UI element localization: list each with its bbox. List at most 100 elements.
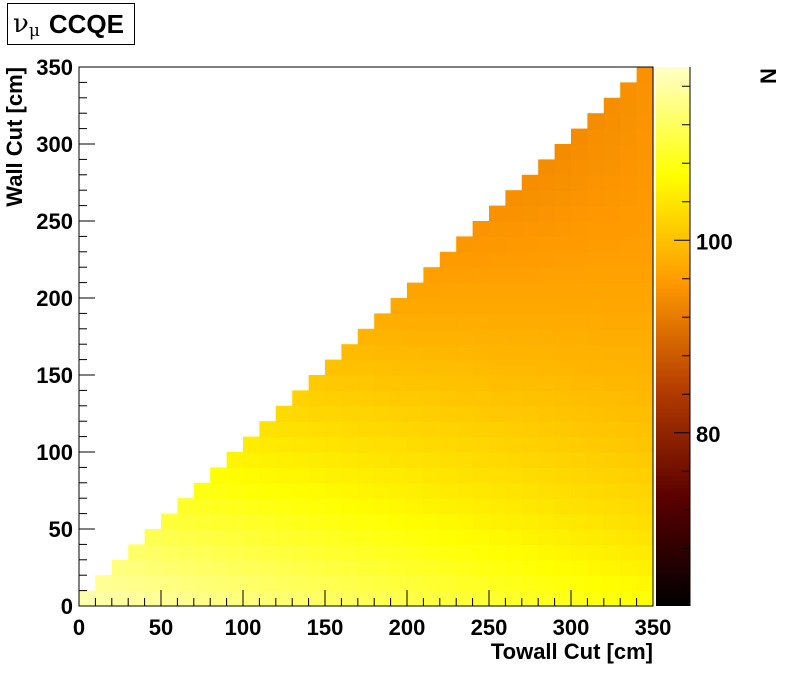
heatmap-cell bbox=[505, 313, 523, 330]
heatmap-cell bbox=[79, 590, 96, 607]
heatmap-cell bbox=[308, 467, 326, 484]
heatmap-cell bbox=[505, 467, 523, 484]
heatmap-cell bbox=[489, 267, 506, 284]
x-tick-label: 300 bbox=[553, 615, 590, 640]
heatmap-cell bbox=[456, 251, 474, 268]
heatmap-cell bbox=[571, 390, 588, 407]
heatmap-cell bbox=[489, 544, 506, 561]
heatmap-cell bbox=[275, 529, 293, 545]
heatmap-cell bbox=[603, 590, 621, 607]
heatmap-cell bbox=[489, 344, 506, 361]
heatmap-cell bbox=[325, 498, 342, 515]
heatmap-cell bbox=[571, 144, 588, 160]
heatmap-cell bbox=[292, 467, 310, 484]
heatmap-cell bbox=[571, 328, 588, 345]
heatmap-cell bbox=[505, 344, 523, 361]
z-tick-label: 80 bbox=[696, 422, 720, 447]
heatmap-cell bbox=[357, 421, 375, 438]
heatmap-cell bbox=[489, 313, 506, 330]
heatmap-cell bbox=[505, 328, 523, 345]
heatmap-cell bbox=[554, 144, 572, 160]
heatmap-cell bbox=[407, 529, 424, 545]
heatmap-cell bbox=[243, 513, 260, 530]
heatmap-cell bbox=[357, 575, 375, 592]
heatmap-cell bbox=[275, 559, 293, 576]
heatmap-cell bbox=[587, 267, 605, 284]
heatmap-cell bbox=[554, 159, 572, 176]
heatmap-cell bbox=[587, 405, 605, 422]
heatmap-cell bbox=[538, 313, 556, 330]
heatmap-cell bbox=[521, 205, 539, 222]
heatmap-cell bbox=[374, 452, 392, 468]
heatmap-cell bbox=[571, 590, 588, 607]
heatmap-cell bbox=[259, 421, 277, 438]
heatmap-cell bbox=[374, 436, 392, 453]
heatmap-cell bbox=[325, 405, 342, 422]
heatmap-cell bbox=[259, 544, 277, 561]
heatmap-cell bbox=[439, 482, 457, 499]
heatmap-cell bbox=[554, 282, 572, 299]
heatmap-cell bbox=[587, 513, 605, 530]
heatmap-cell bbox=[407, 436, 424, 453]
heatmap-cell bbox=[554, 405, 572, 422]
heatmap-cell bbox=[341, 575, 359, 592]
heatmap-cell bbox=[571, 375, 588, 391]
heatmap-cell bbox=[407, 559, 424, 576]
heatmap-cell bbox=[439, 575, 457, 592]
heatmap-cell bbox=[587, 344, 605, 361]
heatmap-cell bbox=[636, 97, 654, 114]
heatmap-cell bbox=[193, 544, 211, 561]
heatmap-cell bbox=[456, 482, 474, 499]
heatmap-cell bbox=[587, 221, 605, 237]
heatmap-cell bbox=[226, 467, 244, 484]
heatmap-cell bbox=[603, 529, 621, 545]
heatmap-cell bbox=[210, 544, 228, 561]
heatmap-cell bbox=[193, 529, 211, 545]
heatmap-cell bbox=[439, 513, 457, 530]
heatmap-cell bbox=[620, 482, 638, 499]
heatmap-cell bbox=[308, 390, 326, 407]
heatmap-cell bbox=[472, 221, 490, 237]
heatmap-cell bbox=[571, 482, 588, 499]
heatmap-cell bbox=[226, 544, 244, 561]
heatmap-cell bbox=[193, 575, 211, 592]
heatmap-cell bbox=[407, 590, 424, 607]
heatmap-cell bbox=[636, 251, 654, 268]
x-tick-label: 350 bbox=[635, 615, 672, 640]
heatmap-cell bbox=[587, 390, 605, 407]
heatmap-cell bbox=[325, 467, 342, 484]
heatmap-cell bbox=[636, 159, 654, 176]
heatmap-cell bbox=[456, 544, 474, 561]
heatmap-cell bbox=[472, 559, 490, 576]
heatmap-cell bbox=[308, 436, 326, 453]
heatmap-cell bbox=[538, 190, 556, 207]
heatmap-cell bbox=[259, 498, 277, 515]
heatmap-cell bbox=[603, 159, 621, 176]
heatmap-cell bbox=[243, 544, 260, 561]
heatmap-cell bbox=[603, 267, 621, 284]
heatmap-cell bbox=[571, 298, 588, 314]
heatmap-cell bbox=[128, 544, 146, 561]
heatmap-cell bbox=[620, 82, 638, 99]
heatmap-cell bbox=[472, 452, 490, 468]
y-axis: 0 50 100 150 200 250 300 350 bbox=[36, 55, 95, 619]
heatmap-cell bbox=[407, 513, 424, 530]
heatmap-cell bbox=[439, 282, 457, 299]
heatmap-cell bbox=[489, 221, 506, 237]
heatmap-cell bbox=[571, 452, 588, 468]
heatmap-cell bbox=[423, 375, 441, 391]
heatmap-cell bbox=[620, 97, 638, 114]
heatmap-cell bbox=[423, 267, 441, 284]
heatmap-cell bbox=[603, 452, 621, 468]
z-axis-title: N bbox=[756, 68, 781, 84]
heatmap-cell bbox=[374, 405, 392, 422]
heatmap-cell bbox=[620, 344, 638, 361]
heatmap-cell bbox=[177, 559, 195, 576]
heatmap-cell bbox=[275, 590, 293, 607]
heatmap-cell bbox=[472, 421, 490, 438]
heatmap-cell bbox=[407, 575, 424, 592]
heatmap-cell bbox=[620, 190, 638, 207]
heatmap-cell bbox=[439, 390, 457, 407]
heatmap-cell bbox=[538, 436, 556, 453]
heatmap-cell bbox=[603, 282, 621, 299]
